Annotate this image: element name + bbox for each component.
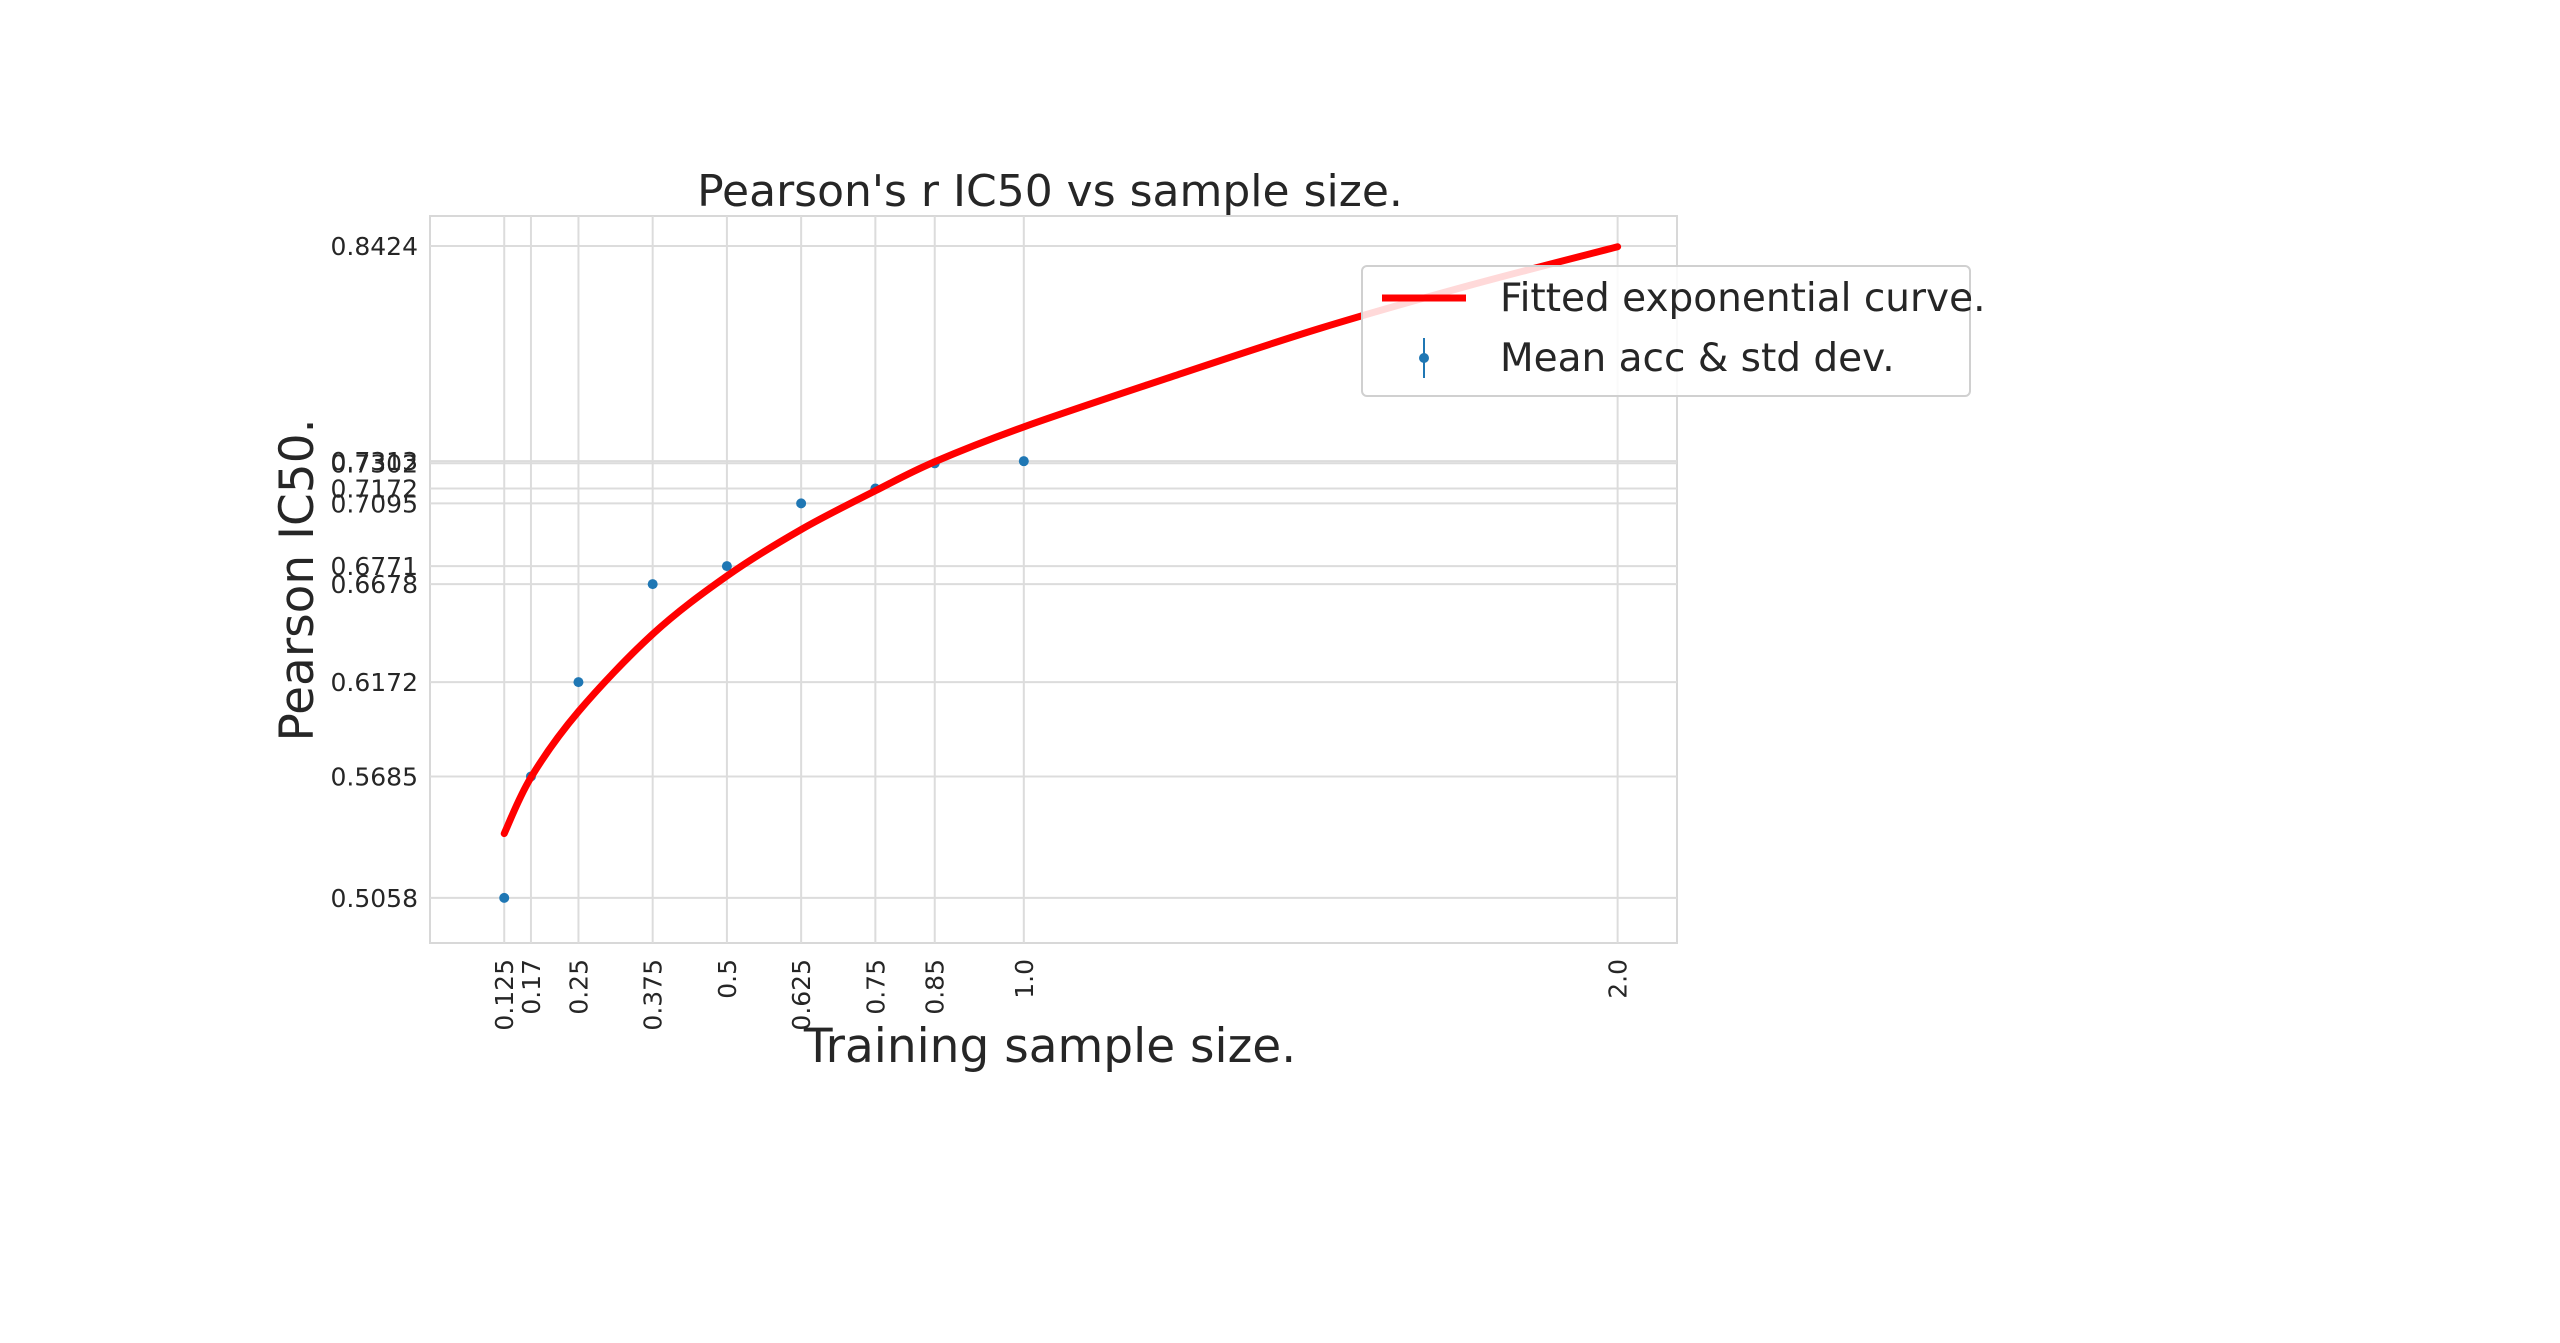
y-tick-label: 0.7313 <box>331 447 418 476</box>
data-point <box>721 561 732 572</box>
legend-box <box>1361 265 1971 397</box>
x-tick-label: 0.17 <box>517 959 546 1015</box>
y-tick-label: 0.5058 <box>331 884 418 913</box>
y-tick-label: 0.6172 <box>331 668 418 697</box>
x-tick-label: 0.125 <box>490 959 519 1031</box>
legend-label-points: Mean acc & std dev. <box>1500 336 1895 381</box>
y-axis-label: Pearson IC50. <box>270 418 325 741</box>
data-point <box>796 498 807 509</box>
y-tick-label: 0.6771 <box>331 552 418 581</box>
y-gridlines <box>430 245 1677 899</box>
x-tick-label: 0.25 <box>564 959 593 1015</box>
y-tick-label: 0.7172 <box>331 474 418 503</box>
x-tick-label: 0.85 <box>921 959 950 1015</box>
chart-title: Pearson's r IC50 vs sample size. <box>697 166 1403 217</box>
y-tick-label: 0.7095 <box>331 489 418 518</box>
y-tick-label: 0.8424 <box>331 232 418 261</box>
x-tick-label: 1.0 <box>1010 959 1039 999</box>
data-point <box>573 677 584 688</box>
legend: Fitted exponential curve. Mean acc & std… <box>1361 265 1986 397</box>
x-tick-label: 0.625 <box>787 959 816 1031</box>
x-tick-label: 0.5 <box>713 959 742 999</box>
y-tick-label: 0.5685 <box>331 762 418 791</box>
y-tick-label: 0.6678 <box>331 570 418 599</box>
x-tick-label: 0.75 <box>861 959 890 1015</box>
x-axis-label: Training sample size. <box>803 1019 1296 1074</box>
data-point <box>1018 456 1029 467</box>
data-point <box>647 579 658 590</box>
data-point <box>499 892 510 903</box>
fitted-curve-line <box>500 243 1622 838</box>
y-tick-label: 0.7302 <box>331 449 418 478</box>
x-tick-label: 0.375 <box>639 959 668 1031</box>
legend-label-fit: Fitted exponential curve. <box>1500 276 1986 321</box>
x-tick-label: 2.0 <box>1604 959 1633 999</box>
legend-point-swatch <box>1419 353 1429 363</box>
